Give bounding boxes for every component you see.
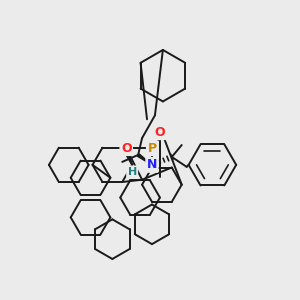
Text: H: H <box>128 167 137 177</box>
Text: P: P <box>147 142 157 154</box>
Polygon shape <box>137 154 152 165</box>
Text: O: O <box>121 142 131 154</box>
Text: N: N <box>147 158 157 171</box>
Text: O: O <box>154 126 165 139</box>
